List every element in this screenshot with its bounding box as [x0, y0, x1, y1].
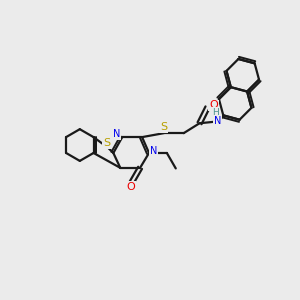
- Text: S: S: [103, 138, 110, 148]
- Text: H: H: [212, 108, 219, 117]
- Text: N: N: [112, 129, 120, 139]
- Text: S: S: [160, 122, 167, 132]
- Text: O: O: [127, 182, 136, 192]
- Text: O: O: [209, 100, 218, 110]
- Text: N: N: [150, 146, 158, 156]
- Text: N: N: [214, 116, 221, 126]
